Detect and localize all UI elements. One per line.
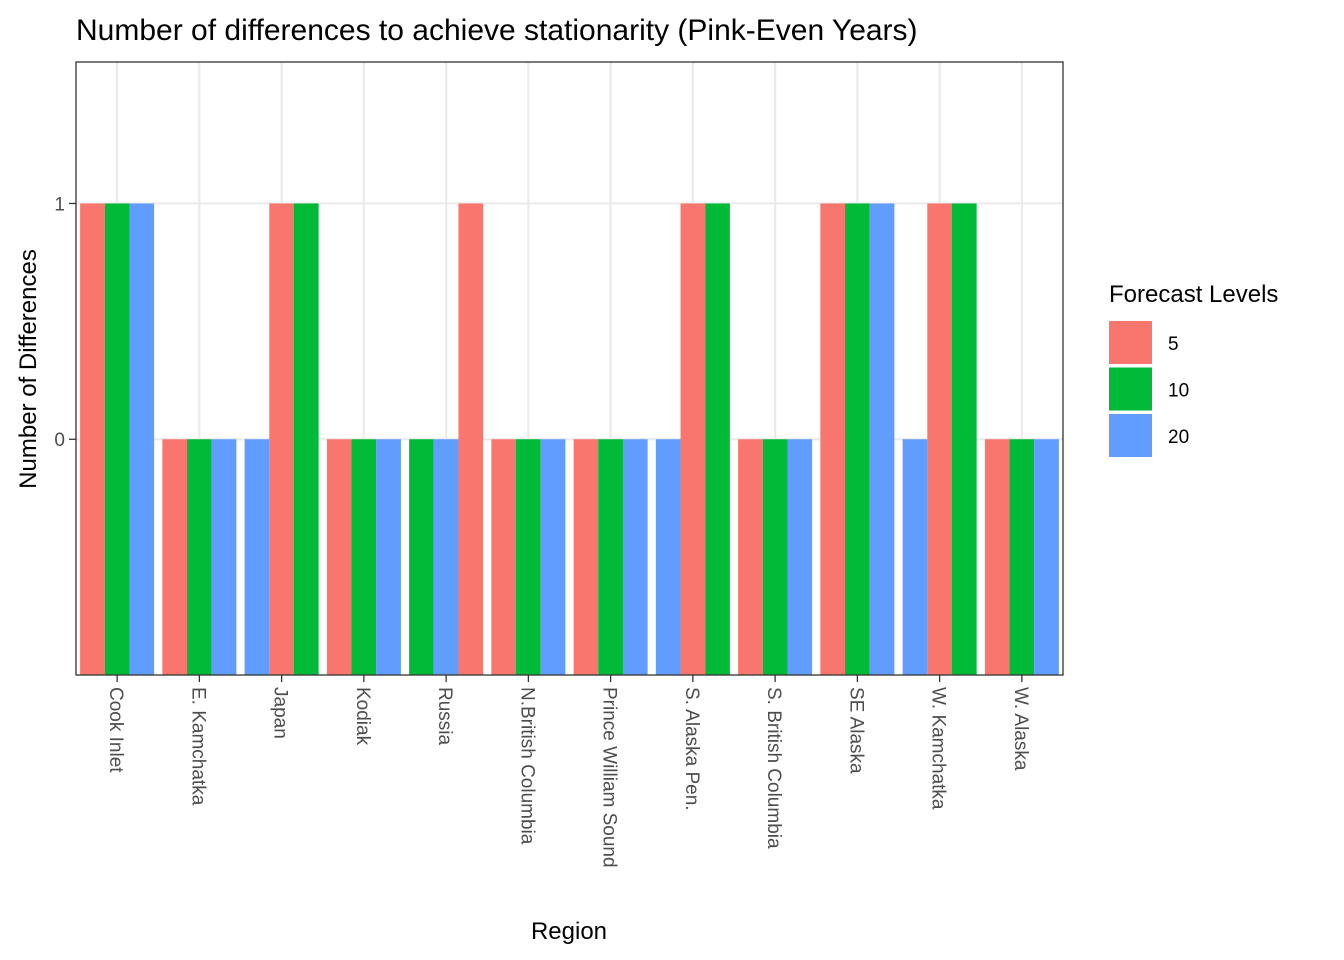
y-axis-title: Number of Differences <box>15 249 42 489</box>
bar <box>326 439 352 675</box>
bar <box>244 439 270 675</box>
bar <box>458 203 484 675</box>
bar <box>573 439 599 675</box>
x-tick-label: E. Kamchatka <box>187 687 208 806</box>
plot-area: 01 Cook Inlet E. Kamchatka Japan Kodiak Russ… <box>54 61 1064 868</box>
legend-items: 5 10 20 <box>1109 321 1189 457</box>
bar <box>187 439 212 675</box>
bar <box>293 203 319 675</box>
x-tick-label: N.British Columbia <box>516 687 537 845</box>
legend-swatch <box>1109 414 1152 457</box>
bars-group <box>80 203 1059 675</box>
bar <box>540 439 566 675</box>
bar <box>845 203 870 675</box>
bar <box>902 439 928 675</box>
chart-title: Number of differences to achieve station… <box>76 14 918 47</box>
x-tick-label: Prince William Sound <box>599 687 620 868</box>
x-tick-label: W. Kamchatka <box>928 687 949 810</box>
legend-label: 5 <box>1168 334 1179 355</box>
legend-label: 10 <box>1168 381 1189 402</box>
bar <box>80 203 105 675</box>
x-tick-label: S. British Columbia <box>763 687 784 849</box>
bar <box>598 439 623 675</box>
bar <box>927 203 952 675</box>
bar <box>705 203 730 675</box>
x-axis-title: Region <box>531 918 607 945</box>
legend-title: Forecast Levels <box>1109 281 1278 308</box>
x-tick-label: SE Alaska <box>845 687 866 774</box>
bar <box>738 439 763 675</box>
bar <box>951 203 977 675</box>
legend-label: 20 <box>1168 427 1189 448</box>
bar <box>376 439 401 675</box>
bar <box>622 439 648 675</box>
bar <box>211 439 237 675</box>
bar <box>762 439 788 675</box>
y-tick-label: 1 <box>54 194 65 215</box>
legend-swatch <box>1109 367 1152 411</box>
y-tick-label: 0 <box>54 430 65 451</box>
bar <box>1009 439 1035 675</box>
bar <box>820 203 846 675</box>
legend-swatch <box>1109 321 1152 364</box>
bar <box>984 439 1010 675</box>
bar <box>869 203 895 675</box>
bar <box>162 439 188 675</box>
bar <box>351 439 377 675</box>
bar <box>433 439 459 675</box>
bar <box>104 203 130 675</box>
bar <box>655 439 681 675</box>
x-tick-label: Russia <box>434 687 455 746</box>
plot-panel <box>76 62 1063 675</box>
x-axis: Cook Inlet E. Kamchatka Japan Kodiak Russia N… <box>105 675 1031 868</box>
x-tick-label: W. Alaska <box>1010 687 1031 771</box>
bar <box>129 203 155 675</box>
y-axis: 01 <box>54 194 76 451</box>
plot-border <box>75 61 1064 676</box>
x-tick-label: Cook Inlet <box>105 687 126 773</box>
x-tick-label: S. Alaska Pen. <box>681 687 702 811</box>
bar <box>680 203 706 675</box>
bar <box>787 439 813 675</box>
bar <box>491 439 517 675</box>
bar <box>516 439 541 675</box>
bar <box>1034 439 1059 675</box>
x-tick-label: Kodiak <box>352 687 373 746</box>
bar <box>409 439 434 675</box>
legend: Forecast Levels 5 10 20 <box>1109 281 1278 457</box>
bar <box>269 203 294 675</box>
x-tick-label: Japan <box>270 687 291 739</box>
